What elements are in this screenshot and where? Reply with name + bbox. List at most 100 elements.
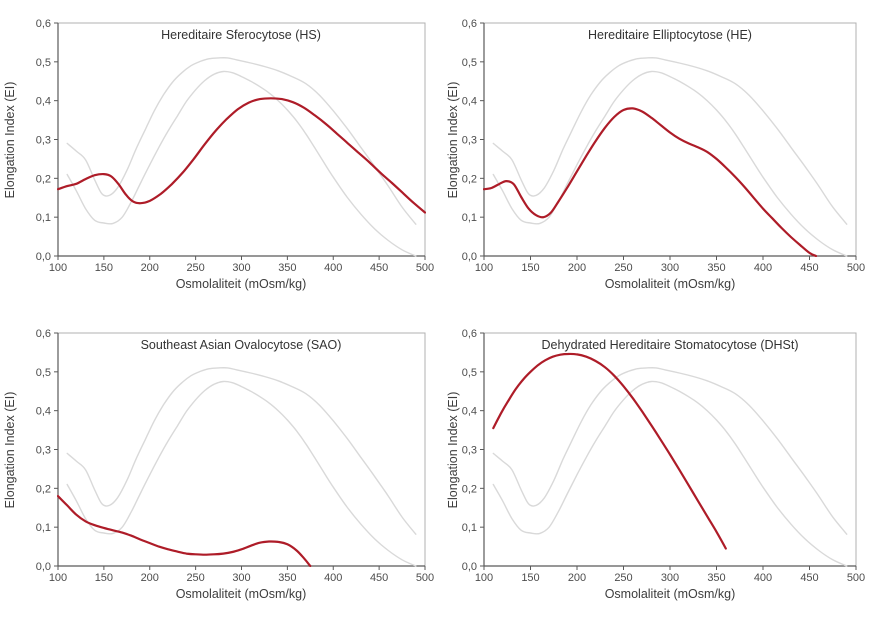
- axes-layer: 100 150 200 250 300 350 400 450 500 0,0 0,1 0,2 0,3 0…: [36, 18, 434, 274]
- y-tick-label: 0,6: [462, 18, 477, 30]
- y-tick-label: 0,1: [462, 522, 477, 534]
- patient-curve-sao: [57, 495, 312, 567]
- y-tick-label: 0,0: [462, 251, 477, 263]
- y-tick-label: 0,0: [462, 561, 477, 573]
- x-tick-label: 350: [278, 262, 296, 274]
- axes-layer: 100 150 200 250 300 350 400 450 500 0,0 0,1 0,2 0,3 0…: [36, 328, 434, 584]
- x-tick-label: 400: [754, 572, 772, 584]
- y-tick-label: 0,4: [462, 96, 477, 108]
- curves-layer: [57, 367, 417, 567]
- chart-title: Southeast Asian Ovalocytose (SAO): [141, 338, 342, 352]
- x-tick-label: 250: [614, 572, 632, 584]
- y-axis-label: Elongation Index (EI): [446, 82, 460, 199]
- normal-range-lower-curve: [66, 380, 417, 567]
- x-tick-label: 150: [95, 572, 113, 584]
- curves-layer: [492, 352, 848, 567]
- y-tick-label: 0,4: [462, 406, 477, 418]
- x-tick-label: 150: [95, 262, 113, 274]
- normal-range-lower-curve: [492, 70, 848, 257]
- x-tick-label: 200: [568, 572, 586, 584]
- y-tick-label: 0,6: [36, 18, 51, 30]
- y-tick-label: 0,5: [462, 57, 477, 69]
- x-tick-label: 400: [324, 262, 342, 274]
- chart-panel-he: 100 150 200 250 300 350 400 450 500 0,0 0,1 0,2 0,3 0…: [446, 18, 865, 291]
- y-tick-label: 0,3: [36, 445, 51, 457]
- chart-cell-dhst: 100 150 200 250 300 350 400 450 500 0,0 0,1 0,2 0,3 0…: [445, 310, 890, 620]
- x-tick-label: 300: [661, 572, 679, 584]
- y-tick-label: 0,2: [462, 173, 477, 185]
- y-tick-label: 0,1: [462, 212, 477, 224]
- x-tick-label: 350: [278, 572, 296, 584]
- x-tick-label: 150: [521, 572, 539, 584]
- y-tick-label: 0,1: [36, 522, 51, 534]
- x-tick-label: 100: [475, 572, 493, 584]
- x-tick-label: 250: [614, 262, 632, 274]
- y-axis-label: Elongation Index (EI): [3, 82, 17, 199]
- plot-border: [483, 22, 857, 257]
- y-tick-label: 0,5: [462, 367, 477, 379]
- x-tick-label: 450: [800, 262, 818, 274]
- y-tick-label: 0,0: [36, 561, 51, 573]
- y-tick-label: 0,4: [36, 406, 51, 418]
- y-tick-label: 0,5: [36, 57, 51, 69]
- x-tick-label: 300: [232, 262, 250, 274]
- x-tick-label: 500: [847, 572, 865, 584]
- normal-range-upper-curve: [66, 57, 417, 225]
- y-tick-label: 0,5: [36, 367, 51, 379]
- x-tick-label: 100: [49, 262, 67, 274]
- y-tick-label: 0,3: [462, 135, 477, 147]
- y-tick-label: 0,6: [36, 328, 51, 340]
- x-tick-label: 250: [186, 572, 204, 584]
- patient-curve-dhst: [492, 352, 727, 550]
- y-tick-label: 0,3: [36, 135, 51, 147]
- chart-cell-hs: 100 150 200 250 300 350 400 450 500 0,0 0,1 0,2 0,3 0…: [0, 0, 445, 310]
- x-tick-label: 300: [232, 572, 250, 584]
- plot-border: [57, 22, 426, 257]
- chart-title: Hereditaire Elliptocytose (HE): [588, 28, 752, 42]
- y-tick-label: 0,2: [36, 483, 51, 495]
- normal-range-upper-curve: [66, 367, 417, 535]
- normal-range-upper-curve: [492, 57, 848, 225]
- chart-cell-he: 100 150 200 250 300 350 400 450 500 0,0 0,1 0,2 0,3 0…: [445, 0, 890, 310]
- chart-title: Hereditaire Sferocytose (HS): [161, 28, 321, 42]
- axes-layer: 100 150 200 250 300 350 400 450 500 0,0 0,1 0,2 0,3 0…: [462, 328, 865, 584]
- normal-range-upper-curve: [492, 367, 848, 535]
- x-tick-label: 400: [324, 572, 342, 584]
- normal-range-lower-curve: [66, 70, 417, 257]
- chart-panel-sao: 100 150 200 250 300 350 400 450 500 0,0 0,1 0,2 0,3 0…: [3, 328, 434, 601]
- patient-curve-he: [483, 107, 818, 257]
- patient-curve-hs: [57, 97, 426, 214]
- chart-cell-sao: 100 150 200 250 300 350 400 450 500 0,0 0,1 0,2 0,3 0…: [0, 310, 445, 620]
- x-tick-label: 350: [707, 262, 725, 274]
- x-axis-label: Osmolaliteit (mOsm/kg): [605, 587, 736, 601]
- x-tick-label: 100: [49, 572, 67, 584]
- y-tick-label: 0,2: [36, 173, 51, 185]
- x-tick-label: 200: [141, 572, 159, 584]
- chart-panel-hs: 100 150 200 250 300 350 400 450 500 0,0 0,1 0,2 0,3 0…: [3, 18, 434, 291]
- y-axis-label: Elongation Index (EI): [446, 392, 460, 509]
- x-tick-label: 250: [186, 262, 204, 274]
- y-tick-label: 0,4: [36, 96, 51, 108]
- axes-layer: 100 150 200 250 300 350 400 450 500 0,0 0,1 0,2 0,3 0…: [462, 18, 865, 274]
- x-tick-label: 100: [475, 262, 493, 274]
- x-tick-label: 200: [568, 262, 586, 274]
- x-tick-label: 200: [141, 262, 159, 274]
- y-tick-label: 0,2: [462, 483, 477, 495]
- x-tick-label: 450: [370, 262, 388, 274]
- y-tick-label: 0,1: [36, 212, 51, 224]
- y-tick-label: 0,0: [36, 251, 51, 263]
- plot-border: [483, 332, 857, 567]
- x-axis-label: Osmolaliteit (mOsm/kg): [605, 277, 736, 291]
- y-tick-label: 0,6: [462, 328, 477, 340]
- chart-title: Dehydrated Hereditaire Stomatocytose (DH…: [541, 338, 798, 352]
- x-tick-label: 450: [370, 572, 388, 584]
- x-tick-label: 300: [661, 262, 679, 274]
- x-tick-label: 400: [754, 262, 772, 274]
- y-tick-label: 0,3: [462, 445, 477, 457]
- normal-range-lower-curve: [492, 380, 848, 567]
- x-tick-label: 500: [847, 262, 865, 274]
- chart-panel-dhst: 100 150 200 250 300 350 400 450 500 0,0 0,1 0,2 0,3 0…: [446, 328, 865, 601]
- x-tick-label: 500: [416, 572, 434, 584]
- curves-layer: [483, 57, 848, 257]
